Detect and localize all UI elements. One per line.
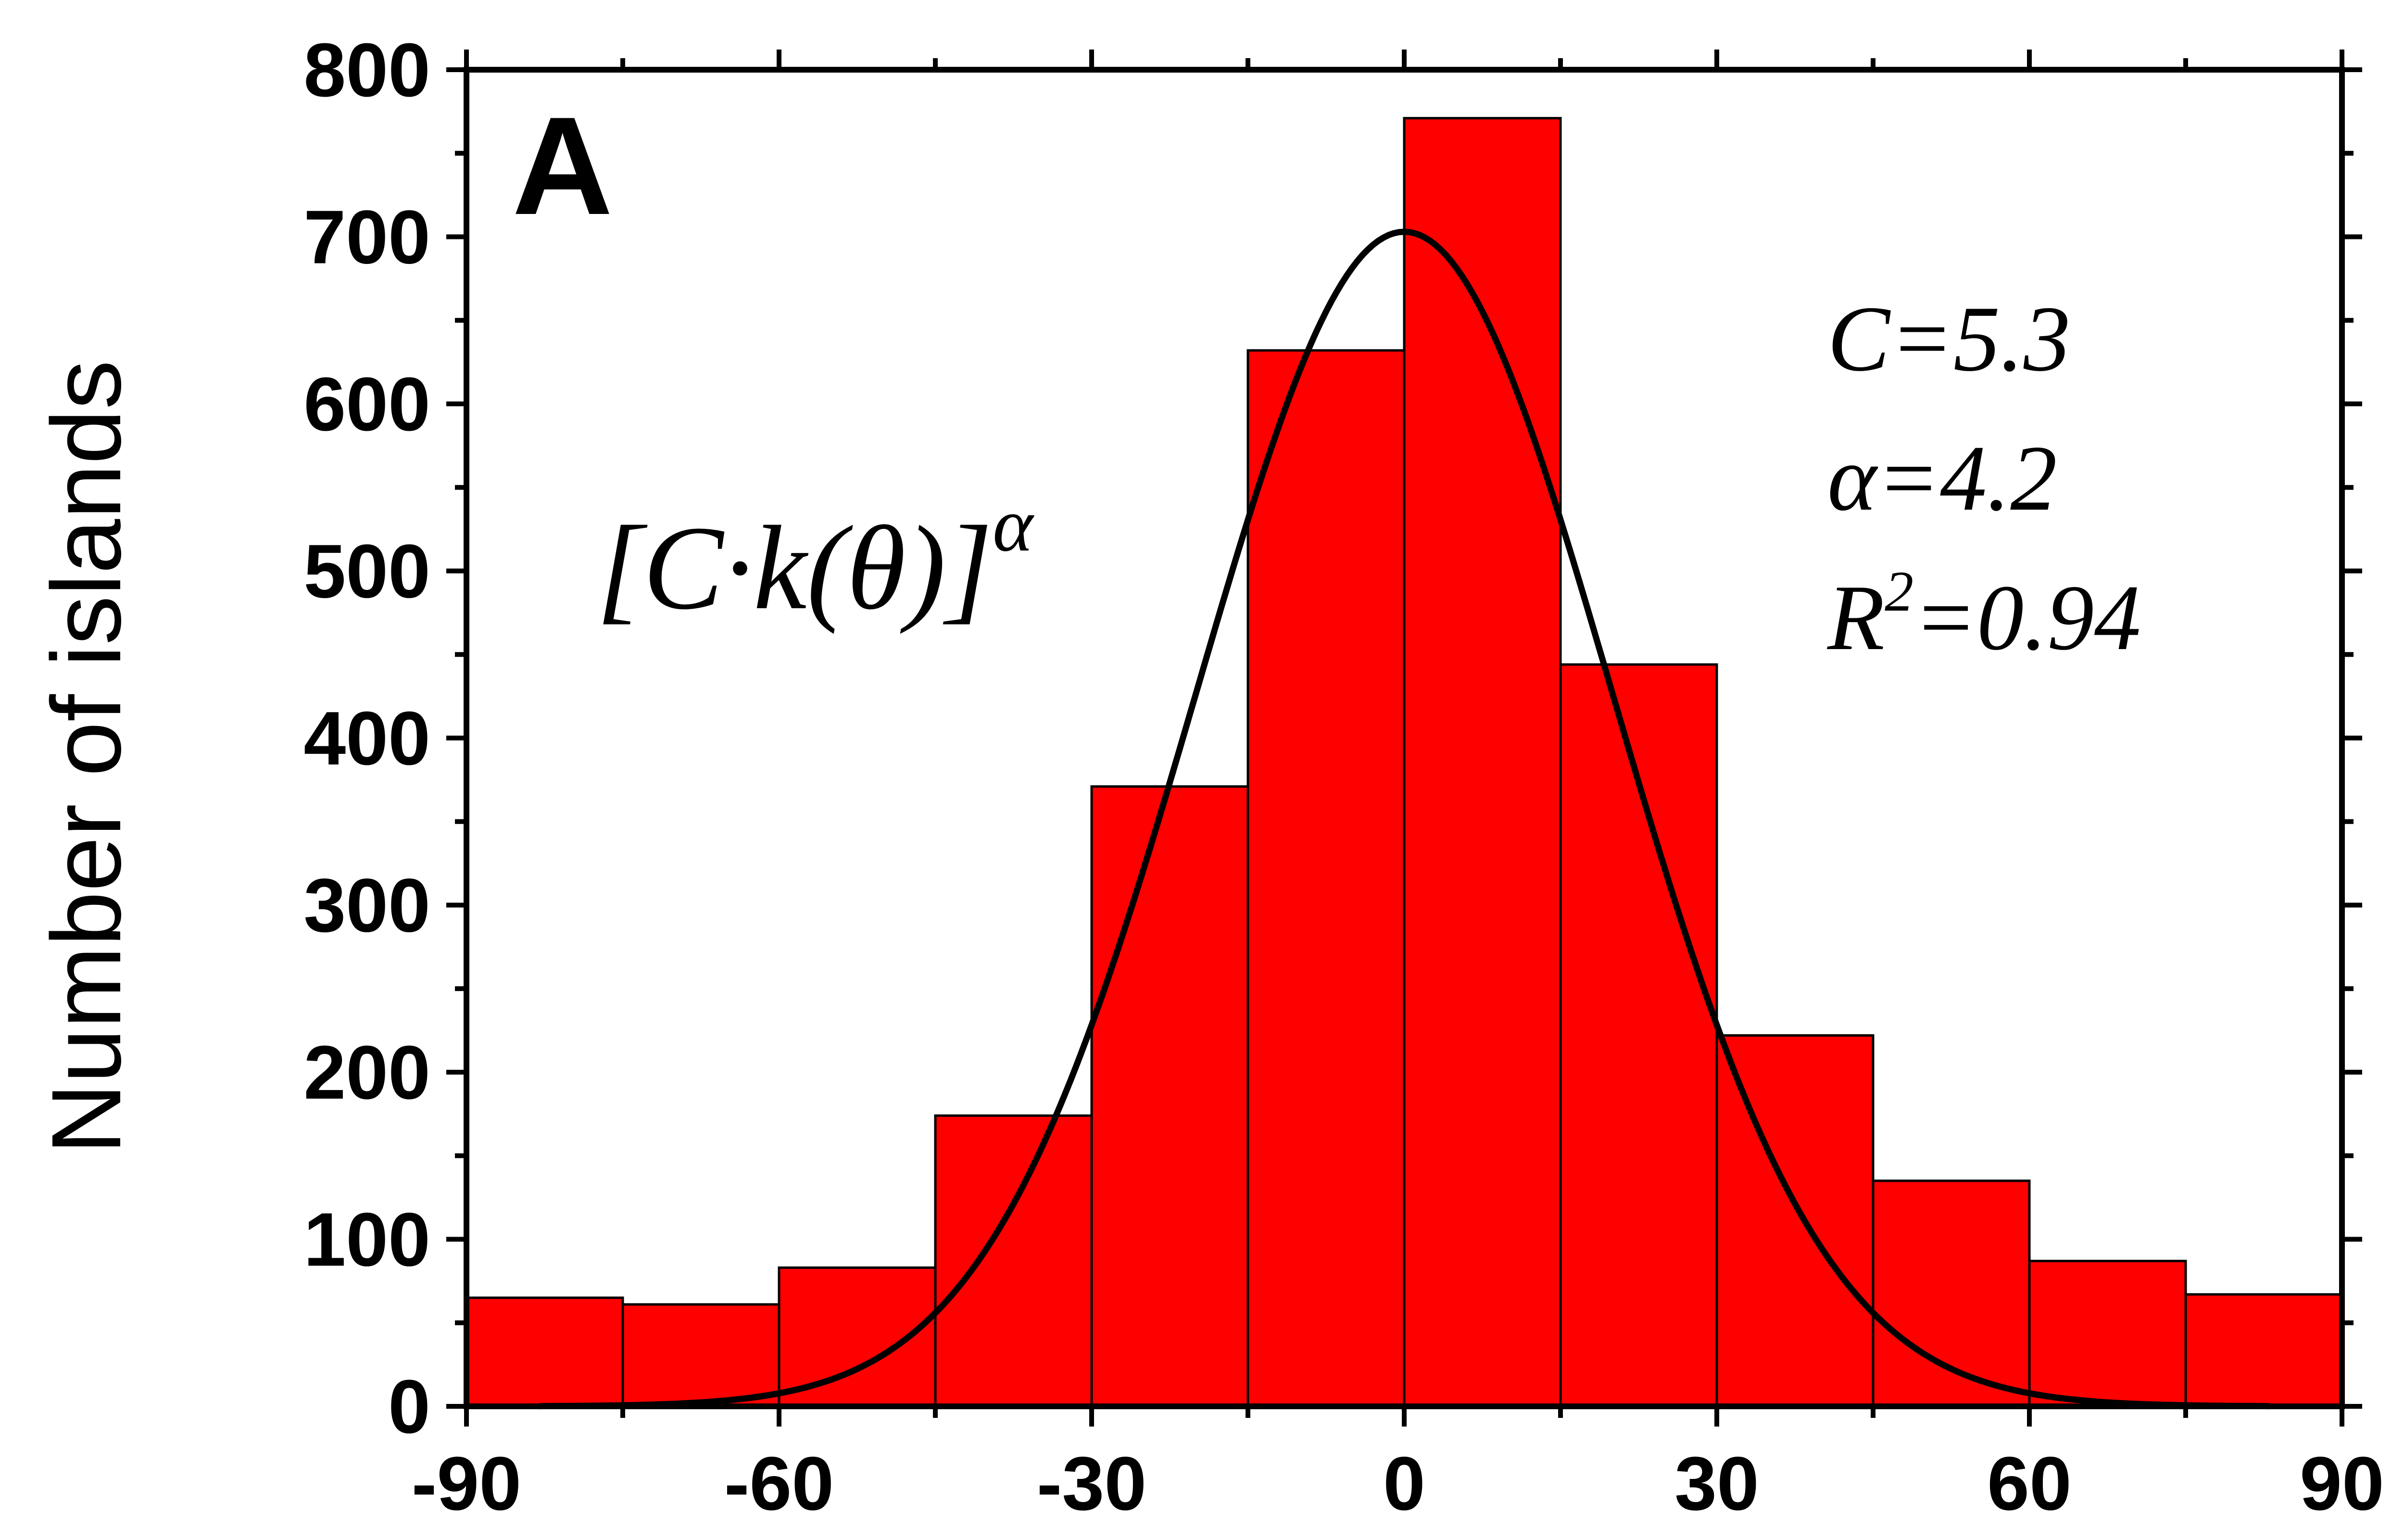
x-tick-label: -90 bbox=[412, 1441, 521, 1526]
ticks-group bbox=[446, 50, 2362, 1427]
stat-r2: R2=0.94 bbox=[1826, 559, 2141, 670]
y-tick-label: 700 bbox=[303, 195, 430, 280]
y-tick-label: 0 bbox=[388, 1365, 430, 1449]
histogram-bar-3 bbox=[934, 1114, 1093, 1408]
y-tick-label: 500 bbox=[303, 529, 430, 614]
y-tick-label: 300 bbox=[303, 864, 430, 948]
y-tick-labels: 0 100 200 300 400 500 600 700 800 bbox=[303, 28, 430, 1449]
x-tick-labels: -90 -60 -30 0 30 60 90 bbox=[412, 1441, 2384, 1526]
histogram-bar-9 bbox=[1872, 1179, 2031, 1408]
stat-c: C=5.3 bbox=[1827, 287, 2070, 391]
x-tick-label: 30 bbox=[1674, 1441, 1759, 1526]
fit-curve-label-main: [C·k(θ)] bbox=[596, 501, 993, 635]
fit-curve-label: [C·k(θ)]α bbox=[596, 482, 1034, 635]
x-tick-label: 90 bbox=[2300, 1441, 2384, 1526]
stat-r2-prefix: R bbox=[1826, 566, 1885, 670]
stat-r2-suffix: =0.94 bbox=[1913, 566, 2141, 670]
y-tick-label: 800 bbox=[303, 28, 430, 113]
fit-curve-label-exponent: α bbox=[993, 482, 1034, 567]
x-tick-label: -60 bbox=[724, 1441, 834, 1526]
x-tick-label: -30 bbox=[1037, 1441, 1146, 1526]
histogram-bar-10 bbox=[2028, 1260, 2187, 1408]
histogram-bar-4 bbox=[1090, 785, 1249, 1408]
y-axis-label: Number of islands bbox=[31, 360, 141, 1154]
x-tick-label: 0 bbox=[1383, 1441, 1425, 1526]
y-tick-label: 600 bbox=[303, 362, 430, 447]
y-tick-label: 100 bbox=[303, 1198, 430, 1282]
histogram-bar-11 bbox=[2184, 1293, 2343, 1408]
x-tick-label: 60 bbox=[1987, 1441, 2072, 1526]
y-tick-label: 400 bbox=[303, 696, 430, 781]
histogram-bar-0 bbox=[465, 1296, 624, 1408]
stat-alpha: α=4.2 bbox=[1827, 426, 2057, 530]
fit-curve bbox=[539, 228, 2269, 1410]
stat-r2-exponent: 2 bbox=[1885, 559, 1913, 623]
y-tick-label: 200 bbox=[303, 1030, 430, 1115]
histogram-bar-5 bbox=[1246, 349, 1406, 1408]
panel-label: A bbox=[512, 88, 613, 244]
histogram-bar-1 bbox=[621, 1303, 780, 1408]
